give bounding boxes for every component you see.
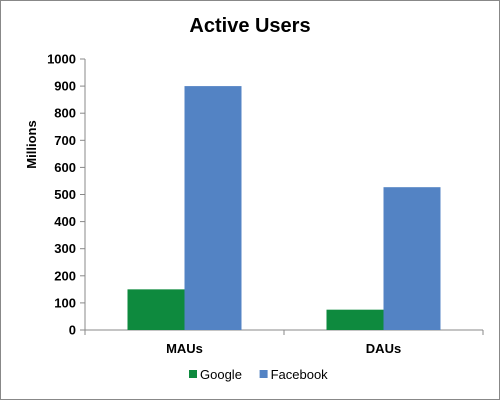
bar-google-maus <box>127 289 185 330</box>
y-tick-label: 800 <box>54 106 76 121</box>
y-tick-label: 300 <box>54 241 76 256</box>
legend-swatch-facebook <box>259 370 268 378</box>
bar-google-daus <box>326 309 384 330</box>
chart-title: Active Users <box>189 15 311 37</box>
y-tick-label: 700 <box>54 133 76 148</box>
y-axis-title: Millions <box>24 120 39 168</box>
legend-swatch-google <box>189 370 197 378</box>
y-tick-label: 500 <box>54 187 76 202</box>
y-tick-label: 100 <box>54 295 76 310</box>
y-tick-label: 400 <box>54 214 76 229</box>
y-tick-label: 600 <box>54 160 76 175</box>
bar-facebook-maus <box>184 86 242 330</box>
y-tick-label: 200 <box>54 268 76 283</box>
legend-label-facebook: Facebook <box>271 367 329 382</box>
legend-label-google: Google <box>200 367 242 382</box>
bar-facebook-daus <box>383 187 441 330</box>
y-tick-label: 1000 <box>47 52 76 67</box>
x-tick-label: MAUs <box>166 341 203 356</box>
x-tick-label: DAUs <box>366 341 401 356</box>
y-tick-label: 0 <box>69 323 76 338</box>
y-tick-label: 900 <box>54 79 76 94</box>
